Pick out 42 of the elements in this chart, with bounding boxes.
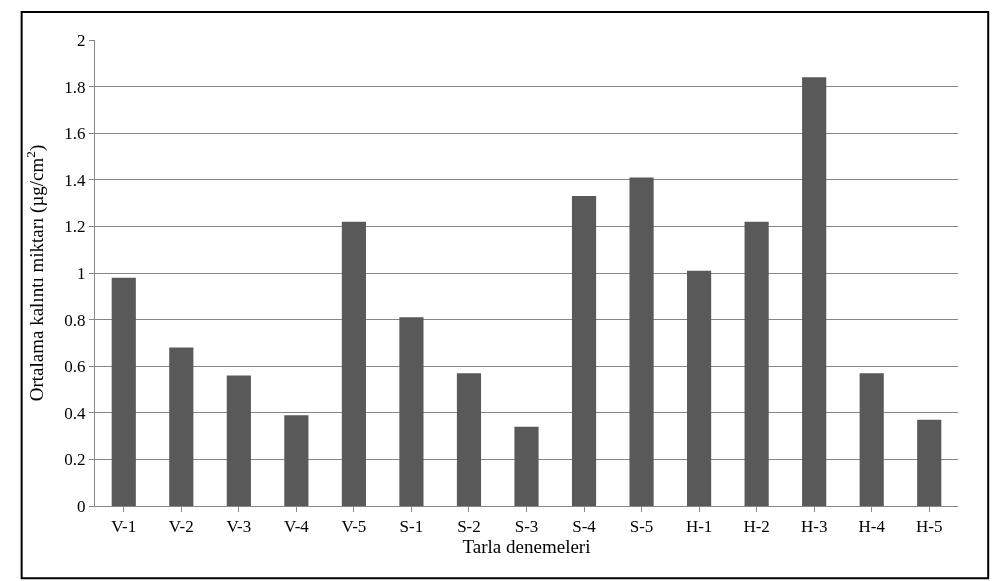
y-tick-label: 2: [77, 30, 86, 50]
x-tick-label: H-3: [800, 517, 828, 537]
bar: [169, 347, 194, 506]
x-tick-label: V-1: [111, 517, 137, 537]
y-tick-label: 1: [77, 263, 86, 283]
y-tick-label: 1.4: [64, 170, 87, 190]
y-tick-label: 0.8: [64, 310, 86, 330]
bar: [284, 415, 309, 506]
x-tick-label: H-4: [858, 517, 886, 537]
x-tick-label: H-1: [685, 517, 713, 537]
bar: [399, 317, 424, 506]
bar: [341, 221, 366, 506]
x-tick-label: H-2: [743, 517, 770, 537]
x-tick-label: S-2: [457, 517, 481, 537]
bar: [514, 426, 539, 506]
bar: [571, 196, 597, 506]
y-tick-label: 1.8: [64, 77, 86, 97]
bar: [111, 277, 136, 506]
bar: [802, 77, 827, 506]
bar: [917, 419, 942, 506]
bar: [226, 375, 251, 506]
y-tick-label: 0.4: [64, 403, 87, 423]
x-tick-label: S-1: [399, 517, 424, 537]
bar: [687, 270, 712, 506]
x-tick-label: V-2: [168, 517, 194, 537]
x-tick-label: V-5: [341, 517, 367, 537]
y-tick-label: 1.2: [64, 217, 86, 237]
x-tick-label: S-3: [514, 517, 539, 537]
bar: [744, 221, 769, 506]
bar: [456, 373, 482, 506]
bar: [859, 373, 884, 506]
y-tick-label: 1.6: [64, 124, 86, 144]
bar: [629, 177, 654, 506]
y-tick-label: 0: [77, 496, 86, 516]
x-tick-label: S-5: [629, 517, 654, 537]
x-axis-title: Tarla denemeleri: [462, 536, 591, 558]
x-tick-label: V-3: [226, 517, 252, 537]
x-tick-label: V-4: [283, 517, 310, 537]
x-tick-label: H-5: [916, 517, 943, 537]
y-tick-label: 0.2: [64, 450, 86, 470]
x-tick-label: S-4: [572, 517, 597, 537]
y-tick-label: 0.6: [64, 357, 86, 377]
